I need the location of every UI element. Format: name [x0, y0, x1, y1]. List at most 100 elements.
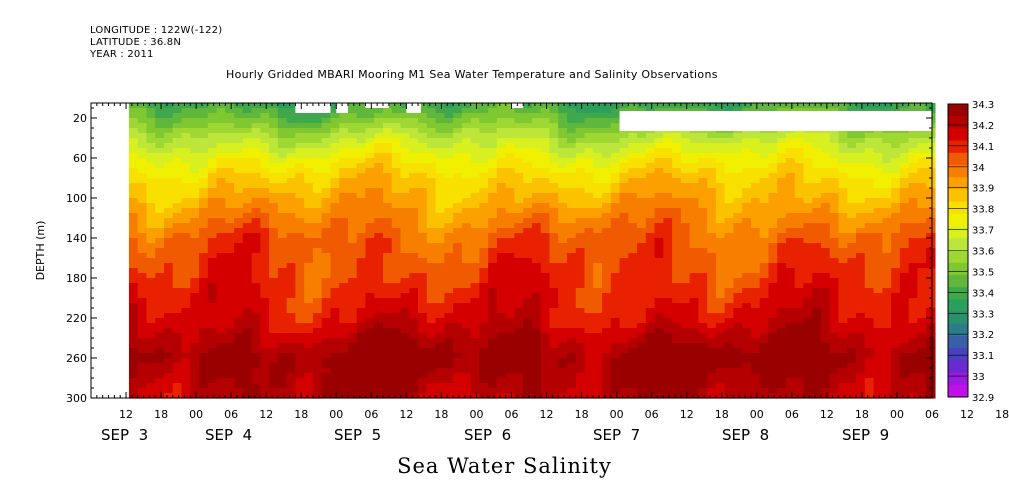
salinity-cell: [260, 228, 270, 234]
salinity-cell: [549, 143, 559, 149]
salinity-cell: [829, 148, 840, 154]
salinity-cell: [453, 108, 463, 114]
salinity-cell: [637, 333, 647, 339]
salinity-cell: [531, 368, 542, 374]
salinity-cell: [347, 328, 358, 334]
salinity-cell: [715, 108, 726, 114]
salinity-cell: [645, 368, 656, 374]
salinity-cell: [803, 293, 813, 299]
salinity-cell: [418, 333, 428, 339]
salinity-cell: [400, 288, 410, 294]
salinity-cell: [803, 263, 813, 269]
salinity-cell: [155, 243, 165, 249]
salinity-cell: [400, 143, 410, 149]
salinity-cell: [575, 283, 586, 289]
salinity-cell: [838, 198, 848, 204]
salinity-cell: [207, 223, 218, 229]
salinity-cell: [645, 293, 656, 299]
salinity-cell: [821, 388, 831, 394]
salinity-cell: [689, 178, 699, 184]
salinity-cell: [365, 153, 375, 159]
salinity-cell: [479, 388, 489, 394]
salinity-cell: [418, 338, 428, 344]
salinity-cell: [812, 303, 822, 309]
salinity-cell: [829, 303, 840, 309]
salinity-cell: [566, 298, 577, 304]
salinity-cell: [838, 353, 848, 359]
salinity-cell: [549, 248, 559, 254]
salinity-cell: [637, 178, 647, 184]
salinity-cell: [190, 188, 200, 194]
salinity-cell: [847, 178, 857, 184]
salinity-cell: [821, 198, 831, 204]
salinity-cell: [269, 348, 279, 354]
salinity-cell: [785, 183, 796, 189]
salinity-cell: [286, 208, 297, 214]
salinity-cell: [453, 378, 463, 384]
salinity-cell: [304, 198, 314, 204]
salinity-cell: [584, 203, 594, 209]
salinity-cell: [339, 198, 349, 204]
salinity-cell: [225, 388, 235, 394]
salinity-cell: [628, 318, 638, 324]
salinity-cell: [593, 133, 603, 139]
salinity-cell: [365, 208, 375, 214]
salinity-cell: [610, 343, 621, 349]
salinity-cell: [234, 318, 244, 324]
salinity-cell: [584, 188, 594, 194]
salinity-cell: [330, 158, 340, 164]
salinity-cell: [672, 103, 682, 109]
salinity-cell: [470, 143, 480, 149]
salinity-cell: [479, 268, 489, 274]
salinity-cell: [181, 183, 191, 189]
salinity-cell: [505, 328, 516, 334]
salinity-cell: [426, 328, 437, 334]
salinity-cell: [750, 328, 761, 334]
salinity-cell: [812, 183, 822, 189]
salinity-cell: [383, 268, 393, 274]
salinity-cell: [856, 383, 866, 389]
salinity-cell: [856, 373, 866, 379]
salinity-cell: [260, 308, 270, 314]
salinity-cell: [418, 118, 428, 124]
salinity-cell: [181, 308, 191, 314]
salinity-cell: [181, 278, 191, 284]
salinity-cell: [269, 318, 279, 324]
salinity-cell: [251, 218, 261, 224]
salinity-cell: [575, 218, 586, 224]
salinity-cell: [531, 388, 542, 394]
salinity-cell: [847, 278, 857, 284]
salinity-cell: [409, 283, 419, 289]
salinity-cell: [672, 333, 682, 339]
salinity-cell: [461, 248, 472, 254]
salinity-cell: [575, 358, 586, 364]
salinity-cell: [304, 188, 314, 194]
salinity-cell: [584, 303, 594, 309]
salinity-cell: [856, 328, 866, 334]
salinity-cell: [663, 243, 673, 249]
salinity-cell: [619, 148, 629, 154]
salinity-cell: [645, 328, 656, 334]
salinity-cell: [531, 373, 542, 379]
salinity-cell: [242, 188, 253, 194]
salinity-cell: [234, 163, 244, 169]
salinity-cell: [374, 333, 384, 339]
salinity-cell: [479, 338, 489, 344]
salinity-cell: [146, 153, 156, 159]
salinity-cell: [365, 253, 375, 259]
salinity-cell: [777, 268, 787, 274]
salinity-cell: [663, 268, 673, 274]
salinity-cell: [829, 378, 840, 384]
salinity-cell: [566, 138, 577, 144]
salinity-cell: [418, 288, 428, 294]
salinity-cell: [838, 148, 848, 154]
salinity-cell: [672, 378, 682, 384]
salinity-cell: [461, 188, 472, 194]
salinity-cell: [505, 173, 516, 179]
salinity-cell: [339, 388, 349, 394]
salinity-cell: [847, 258, 857, 264]
salinity-cell: [409, 233, 419, 239]
salinity-cell: [838, 273, 848, 279]
salinity-cell: [339, 238, 349, 244]
salinity-cell: [164, 208, 174, 214]
